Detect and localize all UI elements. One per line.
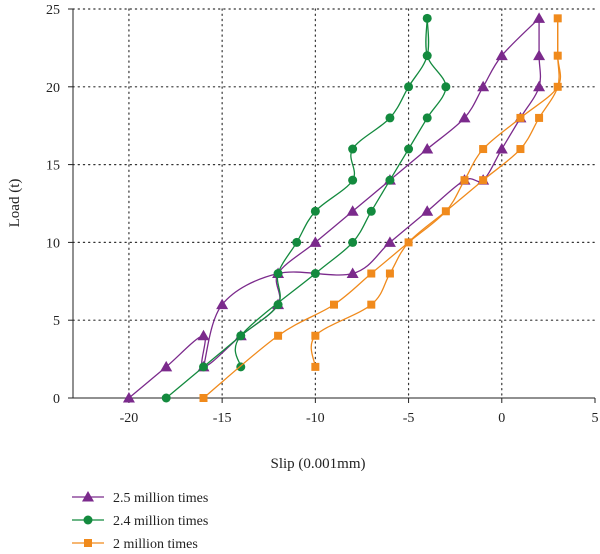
data-point	[533, 12, 546, 23]
data-point	[161, 393, 171, 403]
gridlines	[72, 8, 596, 399]
series-curve	[234, 18, 447, 368]
x-tick-label: -15	[213, 411, 232, 426]
x-tick-label: -10	[306, 411, 325, 426]
legend-item: 2.4 million times	[72, 514, 208, 529]
legend: 2.5 million times 2.4 million times 2 mill…	[72, 491, 208, 552]
data-point	[421, 143, 434, 154]
y-tick-label: 20	[46, 81, 60, 96]
data-point	[160, 360, 173, 372]
data-point	[516, 113, 525, 122]
data-point	[122, 392, 135, 403]
data-point	[441, 207, 450, 216]
data-point	[422, 51, 432, 61]
data-point	[421, 205, 434, 216]
data-point	[216, 298, 229, 310]
x-tick-label: 5	[592, 411, 599, 426]
data-point	[346, 267, 359, 279]
data-point	[404, 144, 414, 154]
legend-label: 2.5 million times	[113, 491, 208, 506]
data-point	[197, 329, 210, 341]
data-point	[199, 394, 208, 402]
data-point	[348, 144, 358, 154]
data-point	[366, 206, 376, 216]
data-point	[404, 238, 413, 247]
data-point	[533, 49, 546, 61]
data-point	[458, 111, 471, 123]
legend-label: 2.4 million times	[113, 514, 208, 529]
y-tick-label: 15	[46, 159, 60, 174]
data-point	[553, 51, 562, 60]
legend-label: 2 million times	[113, 537, 198, 552]
data-point	[533, 80, 546, 92]
data-point	[273, 300, 283, 310]
data-point	[199, 362, 208, 372]
legend-item: 2.5 million times	[72, 491, 208, 506]
data-point	[535, 113, 544, 122]
data-point	[309, 236, 322, 247]
data-point	[346, 205, 359, 216]
data-point	[553, 82, 562, 91]
axes: -20 -15 -10 -5 0 5 0 5 10 15 20 25	[46, 3, 599, 426]
data-point	[422, 113, 432, 123]
data-point	[310, 269, 320, 279]
data-point	[479, 176, 488, 185]
data-point	[274, 331, 283, 340]
data-point	[367, 269, 376, 278]
series-2	[161, 13, 451, 403]
data-point	[404, 82, 414, 92]
data-point	[460, 176, 469, 185]
data-point	[495, 143, 508, 154]
legend-marker	[83, 515, 93, 525]
data-point	[385, 269, 394, 278]
data-point	[553, 14, 562, 23]
data-point	[330, 300, 338, 309]
data-point	[479, 145, 488, 154]
data-point	[495, 49, 508, 61]
data-point	[516, 145, 525, 154]
data-point	[311, 331, 320, 340]
legend-item: 2 million times	[72, 537, 198, 552]
series-curve	[203, 18, 562, 399]
data-point	[311, 362, 320, 371]
data-point	[385, 175, 395, 185]
y-tick-label: 0	[53, 392, 60, 407]
data-point	[385, 113, 395, 123]
data-point	[236, 331, 246, 341]
data-point	[422, 13, 432, 23]
series-curve	[310, 18, 560, 367]
data-series	[122, 12, 562, 403]
legend-marker	[84, 539, 92, 547]
y-axis-label: Load (t)	[7, 179, 23, 228]
data-point	[292, 237, 302, 247]
data-point	[383, 236, 396, 247]
series-curve	[202, 18, 542, 368]
data-point	[441, 82, 451, 92]
x-tick-label: 0	[498, 411, 505, 426]
series-3	[199, 14, 562, 402]
y-tick-label: 5	[53, 314, 60, 329]
data-point	[477, 80, 490, 92]
series-1	[122, 12, 546, 403]
data-point	[348, 237, 358, 247]
data-point	[310, 206, 320, 216]
data-point	[273, 269, 283, 279]
x-tick-label: -5	[403, 411, 415, 426]
y-tick-label: 25	[46, 3, 60, 18]
legend-marker	[82, 491, 94, 502]
x-axis-label: Slip (0.001mm)	[270, 456, 365, 472]
x-tick-label: -20	[120, 411, 139, 426]
data-point	[367, 300, 376, 309]
y-tick-label: 10	[46, 236, 60, 251]
series-curve	[128, 17, 540, 399]
data-point	[348, 175, 358, 185]
